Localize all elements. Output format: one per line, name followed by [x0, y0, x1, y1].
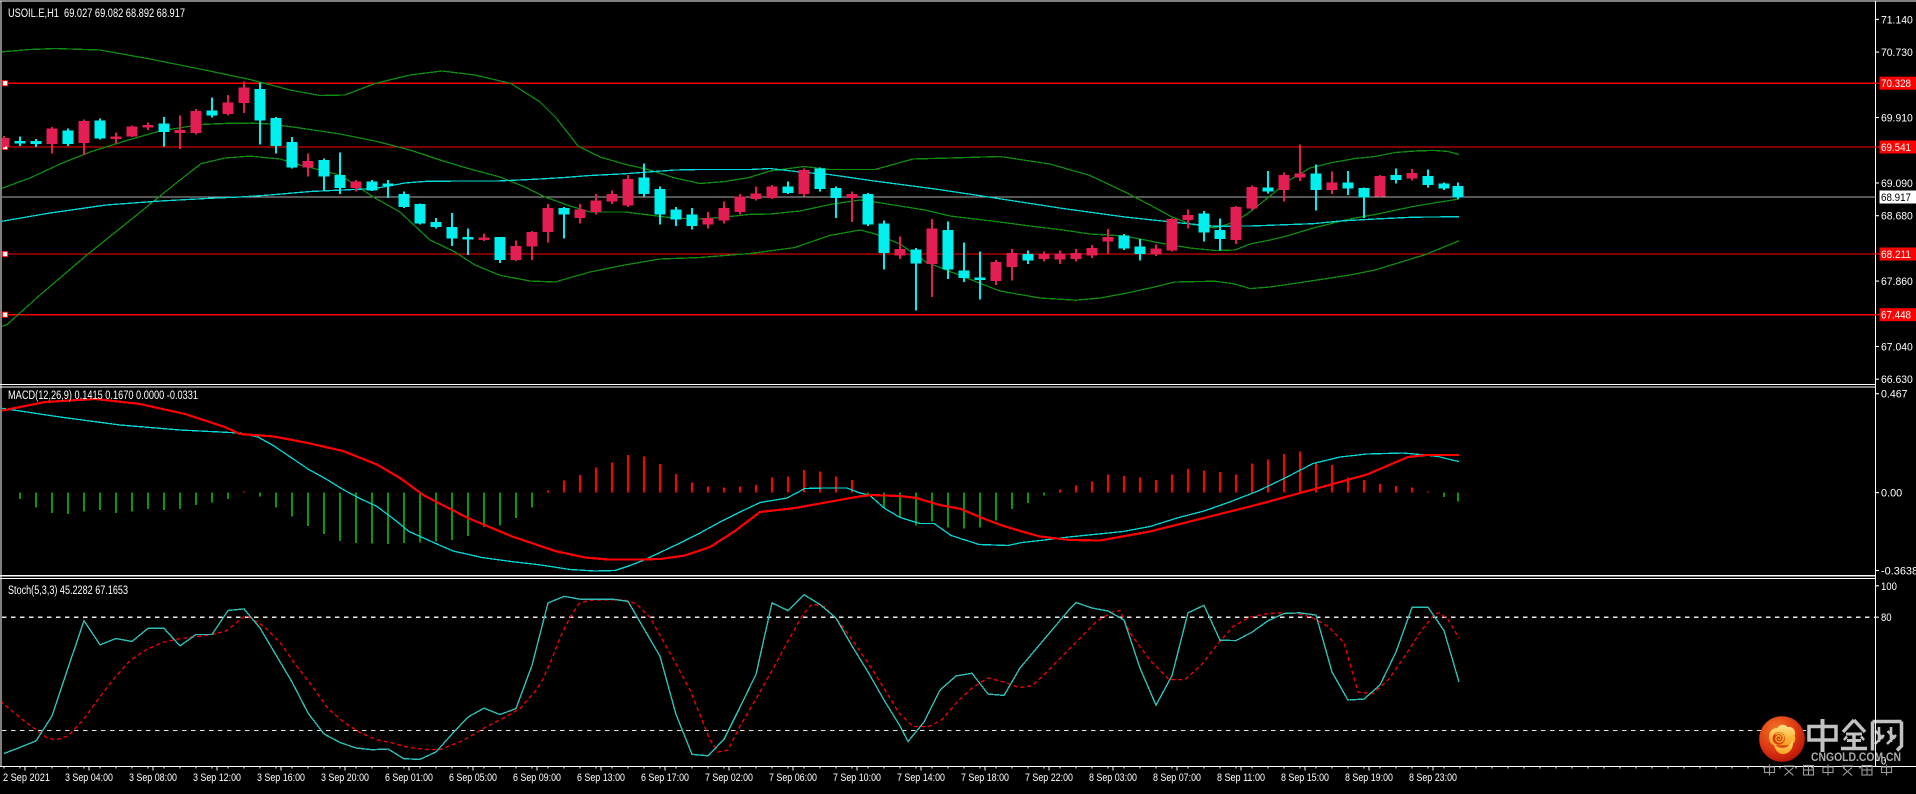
svg-text:-0.3638: -0.3638 — [1881, 566, 1916, 578]
svg-text:68.211: 68.211 — [1881, 249, 1911, 261]
svg-text:7 Sep 18:00: 7 Sep 18:00 — [961, 772, 1009, 784]
svg-text:69.090: 69.090 — [1881, 178, 1913, 190]
svg-text:3 Sep 16:00: 3 Sep 16:00 — [257, 772, 305, 784]
svg-text:0.00: 0.00 — [1881, 488, 1902, 500]
svg-text:CNGOLD.COM.CN: CNGOLD.COM.CN — [1811, 752, 1901, 764]
svg-text:8 Sep 03:00: 8 Sep 03:00 — [1089, 772, 1137, 784]
svg-text:6 Sep 09:00: 6 Sep 09:00 — [513, 772, 561, 784]
svg-text:7 Sep 22:00: 7 Sep 22:00 — [1025, 772, 1073, 784]
svg-text:67.448: 67.448 — [1881, 310, 1911, 322]
svg-text:7 Sep 06:00: 7 Sep 06:00 — [769, 772, 817, 784]
svg-text:70.730: 70.730 — [1881, 47, 1913, 59]
svg-text:MACD(12,26,9) 0.1415 0.1670 0.: MACD(12,26,9) 0.1415 0.1670 0.0000 -0.03… — [8, 390, 198, 402]
svg-text:68.917: 68.917 — [1881, 192, 1911, 204]
svg-text:66.630: 66.630 — [1881, 374, 1913, 386]
svg-text:71.140: 71.140 — [1881, 14, 1913, 26]
svg-text:6 Sep 13:00: 6 Sep 13:00 — [577, 772, 625, 784]
svg-text:68.680: 68.680 — [1881, 211, 1913, 223]
svg-text:6 Sep 05:00: 6 Sep 05:00 — [449, 772, 497, 784]
svg-text:67.040: 67.040 — [1881, 342, 1913, 354]
svg-text:3 Sep 04:00: 3 Sep 04:00 — [65, 772, 113, 784]
svg-text:69.910: 69.910 — [1881, 113, 1913, 125]
svg-text:3 Sep 12:00: 3 Sep 12:00 — [193, 772, 241, 784]
svg-text:2 Sep 2021: 2 Sep 2021 — [3, 772, 50, 784]
svg-text:67.860: 67.860 — [1881, 276, 1913, 288]
svg-text:USOIL.E,H1 69.027 69.082 68.8: USOIL.E,H1 69.027 69.082 68.892 68.917 — [8, 8, 185, 20]
svg-text:7 Sep 10:00: 7 Sep 10:00 — [833, 772, 881, 784]
svg-text:8 Sep 11:00: 8 Sep 11:00 — [1217, 772, 1265, 784]
svg-text:3 Sep 20:00: 3 Sep 20:00 — [321, 772, 369, 784]
svg-text:3 Sep 08:00: 3 Sep 08:00 — [129, 772, 177, 784]
svg-text:7 Sep 02:00: 7 Sep 02:00 — [705, 772, 753, 784]
svg-text:100: 100 — [1881, 581, 1897, 593]
svg-text:8 Sep 19:00: 8 Sep 19:00 — [1345, 772, 1393, 784]
svg-text:6 Sep 17:00: 6 Sep 17:00 — [641, 772, 689, 784]
svg-text:7 Sep 14:00: 7 Sep 14:00 — [897, 772, 945, 784]
svg-text:69.541: 69.541 — [1881, 142, 1911, 154]
svg-text:6 Sep 01:00: 6 Sep 01:00 — [385, 772, 433, 784]
svg-text:70.328: 70.328 — [1881, 78, 1911, 90]
svg-text:8 Sep 07:00: 8 Sep 07:00 — [1153, 772, 1201, 784]
svg-text:0.467: 0.467 — [1881, 389, 1908, 401]
svg-text:Stoch(5,3,3) 45.2282 67.1653: Stoch(5,3,3) 45.2282 67.1653 — [8, 585, 128, 597]
svg-text:80: 80 — [1881, 612, 1892, 624]
svg-text:8 Sep 23:00: 8 Sep 23:00 — [1409, 772, 1457, 784]
svg-text:8 Sep 15:00: 8 Sep 15:00 — [1281, 772, 1329, 784]
